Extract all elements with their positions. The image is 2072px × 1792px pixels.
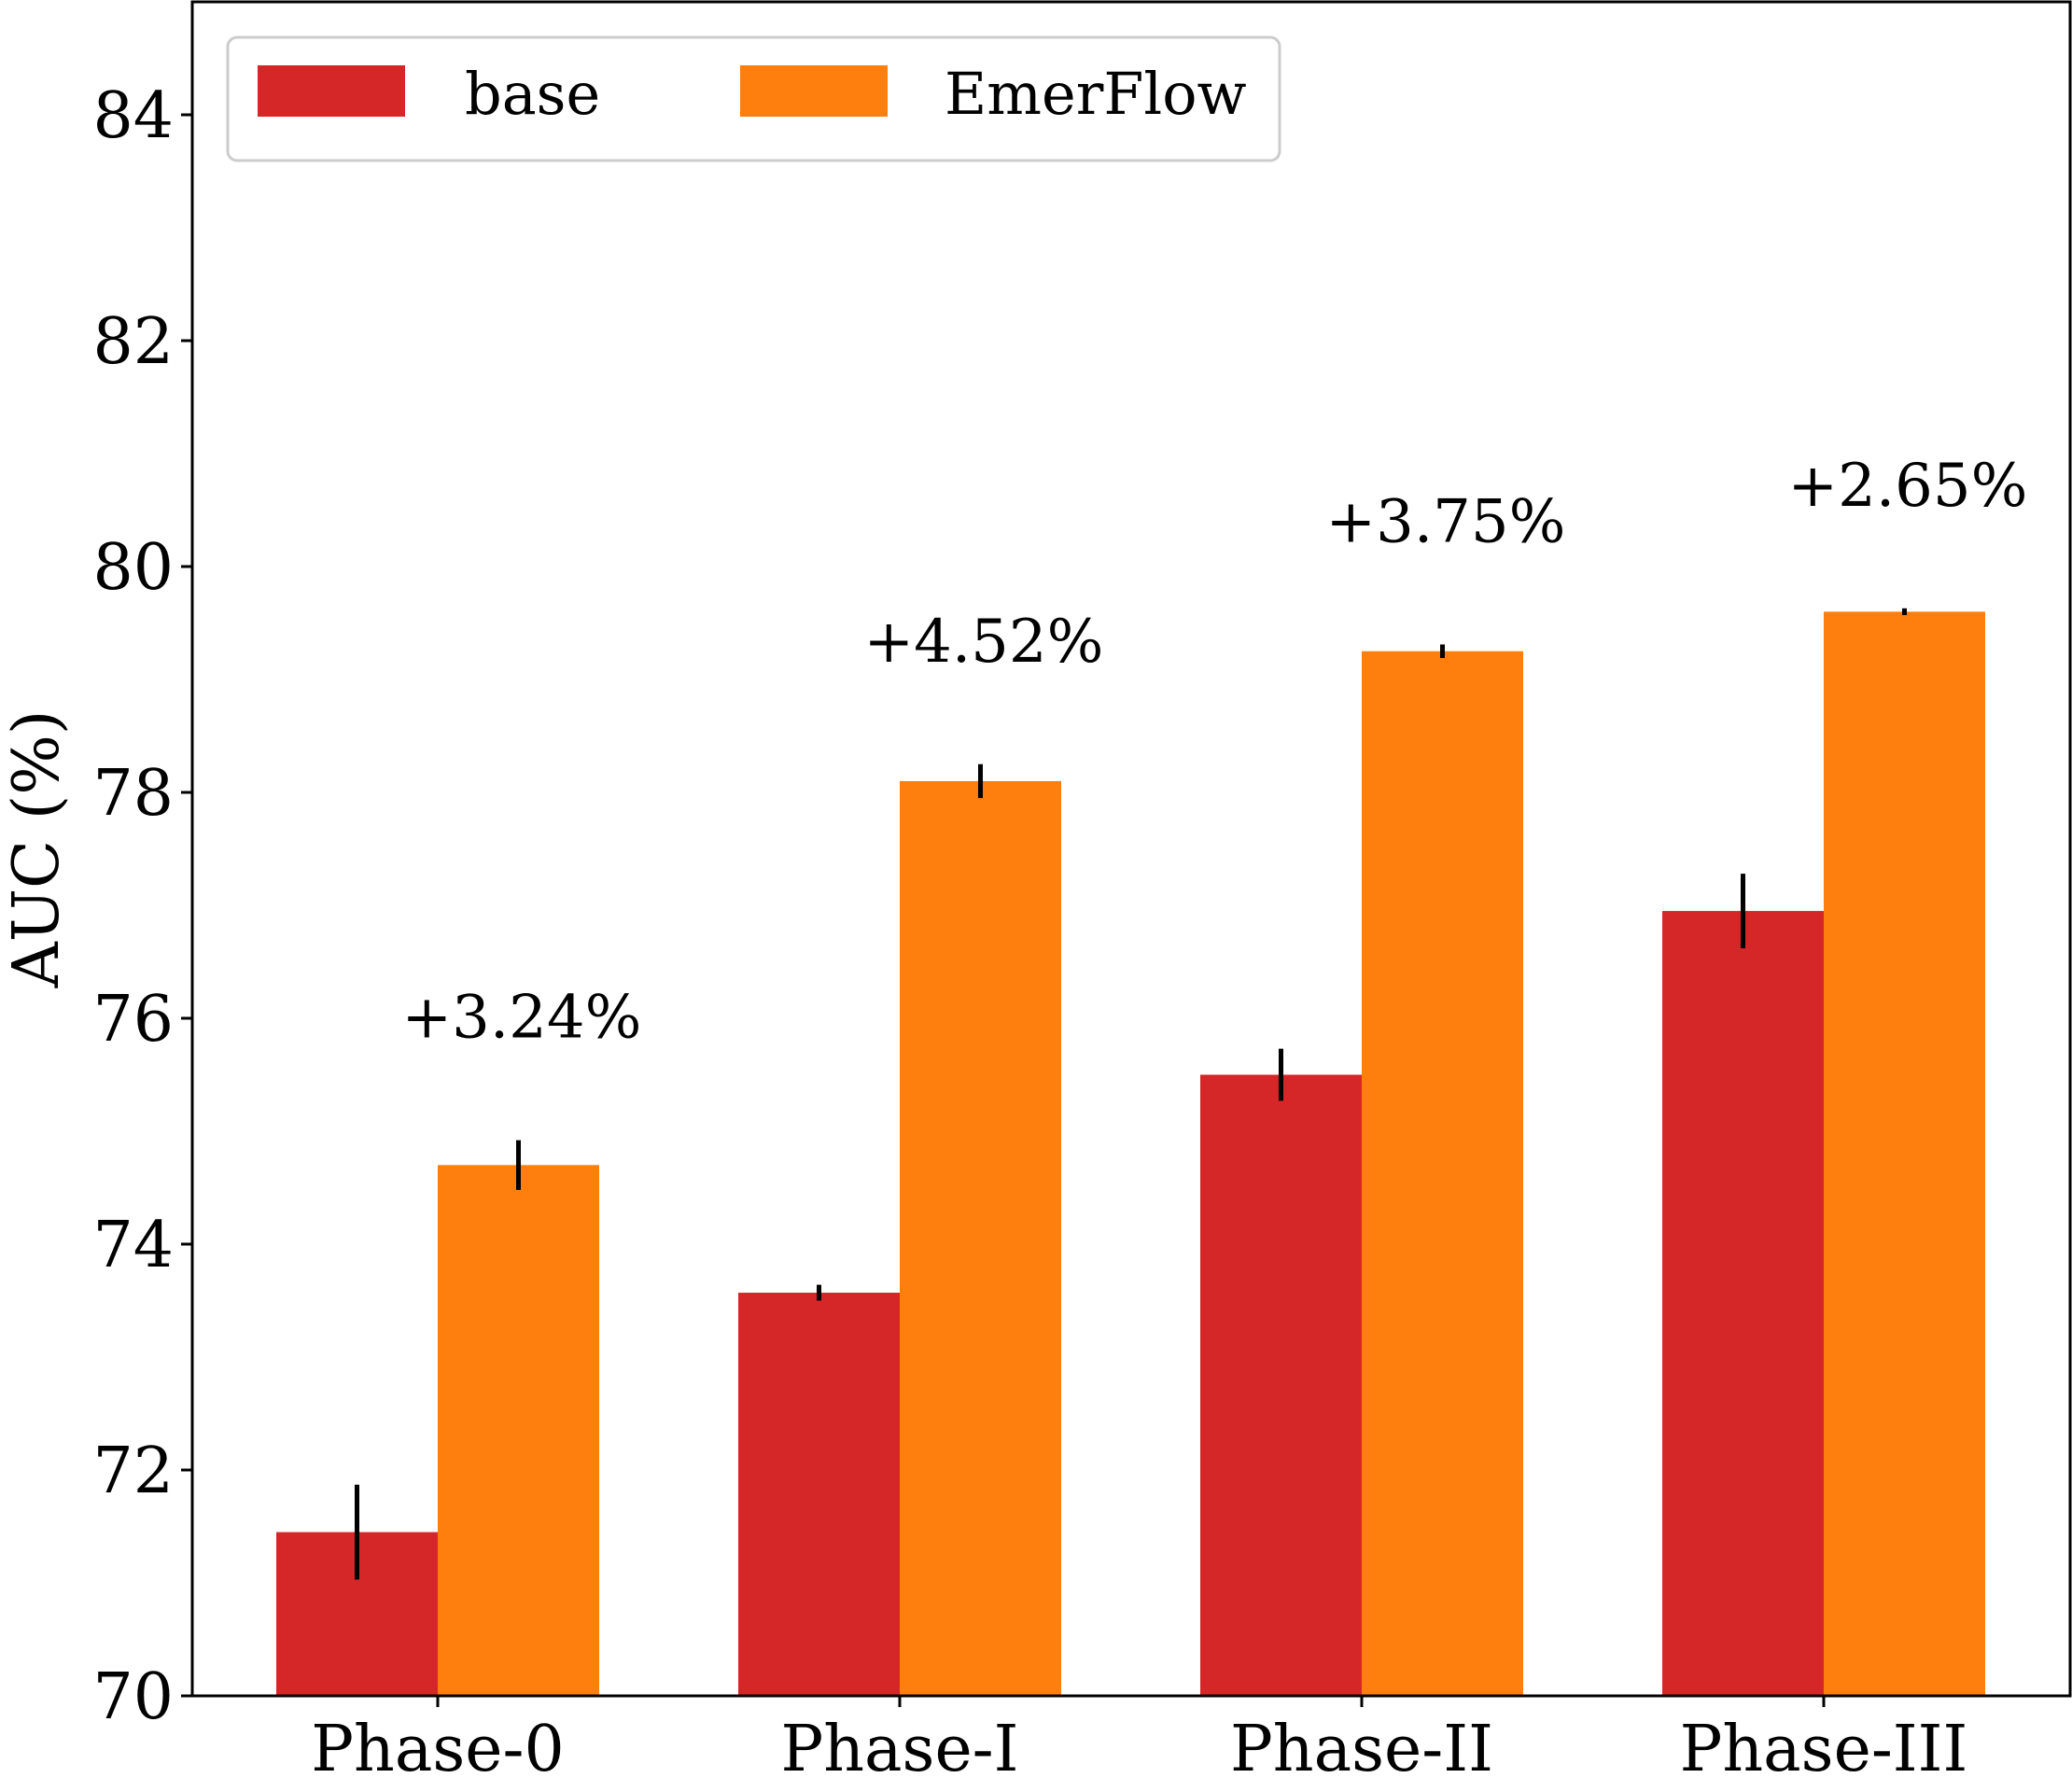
y-tick-label: 72 [92,1435,174,1508]
y-tick-label: 82 [92,305,174,379]
legend-swatch-emerflow [740,65,888,117]
bar-emerflow-phase-i [900,780,1061,1696]
y-tick-label: 84 [92,79,174,153]
legend-label-base: base [465,60,600,128]
y-tick-label: 80 [92,531,174,605]
y-tick-label: 76 [92,983,174,1057]
improvement-annotation: +4.52% [863,608,1103,677]
x-tick-label: Phase-0 [311,1713,564,1786]
x-tick-label: Phase-II [1230,1713,1493,1786]
improvement-annotation: +3.75% [1325,487,1565,556]
y-tick-label: 74 [92,1209,174,1282]
y-tick-label: 70 [92,1660,174,1734]
annotations-layer: +3.24% +4.52% +3.75% +2.65% [401,452,2027,1053]
legend: base EmerFlow [226,35,1281,162]
error-bars-layer [355,608,1907,1580]
bar-emerflow-phase-iii [1824,611,1985,1696]
bars-layer [276,611,1985,1696]
x-tick-label: Phase-III [1680,1713,1968,1786]
bar-base-phase-ii [1200,1074,1362,1696]
plot-frame [190,0,2072,1698]
legend-label-emerflow: EmerFlow [945,60,1247,128]
bar-base-phase-iii [1662,911,1824,1696]
legend-swatch-base [258,65,405,117]
bar-base-phase-i [738,1293,900,1696]
y-axis-label: AUC (%) [0,710,74,989]
y-tick-label: 78 [92,757,174,831]
x-tick-label: Phase-I [780,1713,1018,1786]
improvement-annotation: +2.65% [1787,452,2027,521]
improvement-annotation: +3.24% [401,984,641,1053]
bar-emerflow-phase-ii [1362,651,1523,1696]
bar-emerflow-phase-0 [438,1165,599,1696]
